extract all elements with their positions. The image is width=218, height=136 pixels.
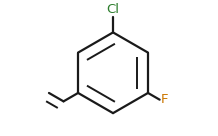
Text: F: F <box>160 93 168 106</box>
Text: Cl: Cl <box>107 3 119 16</box>
